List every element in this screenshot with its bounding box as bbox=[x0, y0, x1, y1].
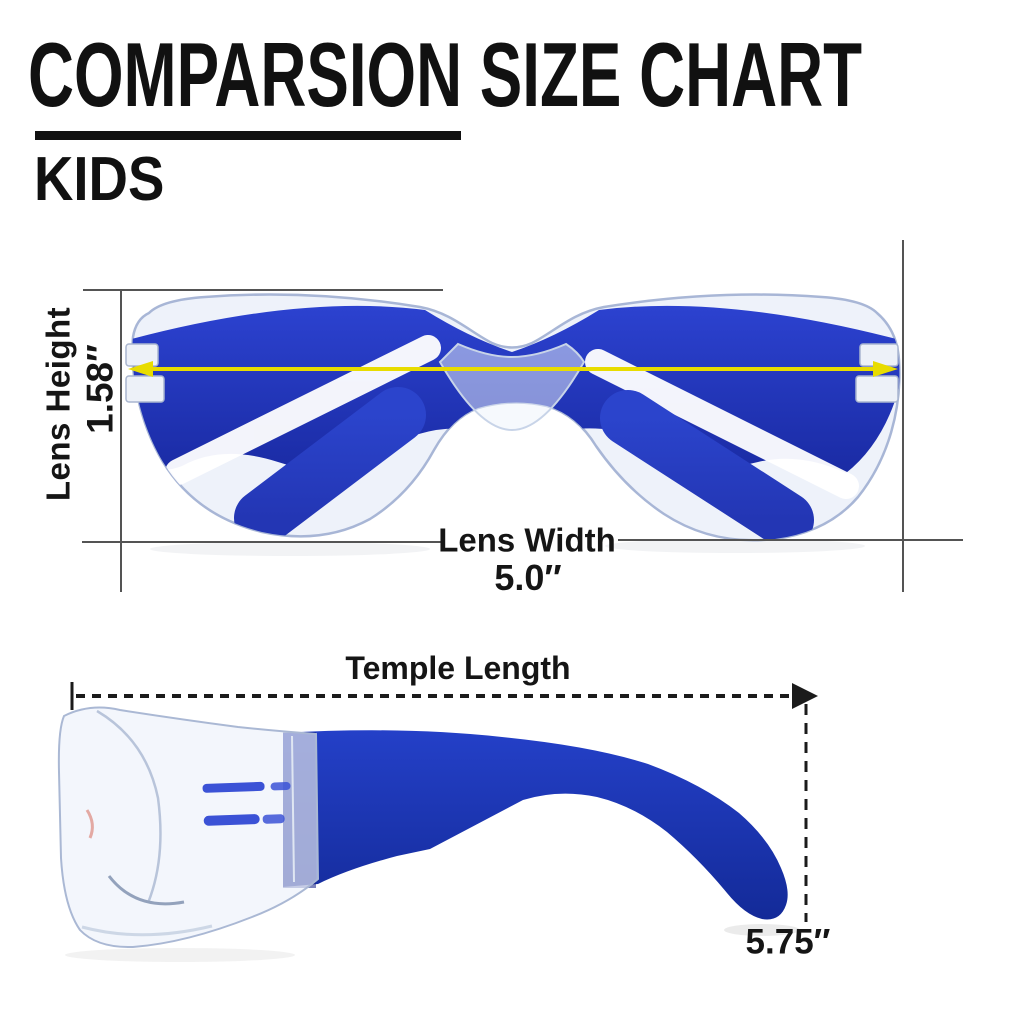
title-underline bbox=[35, 131, 461, 140]
front-shadow-right bbox=[605, 539, 865, 553]
front-temple-band-right bbox=[600, 390, 814, 541]
lens-height-label: Lens Height bbox=[39, 306, 77, 502]
temple-length-value: 5.75″ bbox=[745, 922, 831, 962]
temple-measurement-lines bbox=[70, 682, 818, 922]
side-temple-arm bbox=[283, 730, 788, 920]
side-bottom-highlight bbox=[81, 924, 213, 937]
arrow-right-icon bbox=[873, 361, 898, 377]
page-title: COMPARSION SIZE CHART bbox=[28, 25, 863, 126]
lens-width-value: 5.0″ bbox=[494, 557, 562, 598]
lens-height-value: 1.58″ bbox=[79, 344, 121, 434]
arrow-right-icon bbox=[792, 683, 818, 709]
front-reflection-right bbox=[585, 349, 859, 499]
front-bridge bbox=[438, 342, 586, 432]
side-shadow-tip bbox=[724, 924, 800, 936]
side-pink-reflection bbox=[85, 809, 94, 839]
front-shadow-left bbox=[150, 542, 430, 556]
glasses-front-illustration bbox=[125, 293, 901, 556]
side-hinge-edge-line bbox=[291, 735, 295, 883]
side-lens-hook-line bbox=[107, 875, 185, 906]
front-measurement-lines bbox=[82, 240, 963, 592]
front-hinge-right bbox=[855, 343, 899, 403]
temple-length-label: Temple Length bbox=[345, 650, 571, 686]
front-temple-band-left bbox=[234, 387, 426, 541]
side-shadow-front bbox=[65, 948, 295, 962]
front-hinge-left bbox=[125, 343, 165, 403]
subtitle-kids: KIDS bbox=[34, 145, 165, 214]
lens-width-arrow bbox=[128, 361, 898, 377]
arrow-left-icon bbox=[128, 361, 153, 377]
side-clear-front bbox=[57, 706, 320, 949]
side-vent-slots bbox=[202, 781, 291, 826]
lens-width-label: Lens Width bbox=[438, 521, 616, 559]
glasses-side-illustration bbox=[57, 706, 800, 962]
side-lens-inner-edge bbox=[96, 709, 162, 904]
